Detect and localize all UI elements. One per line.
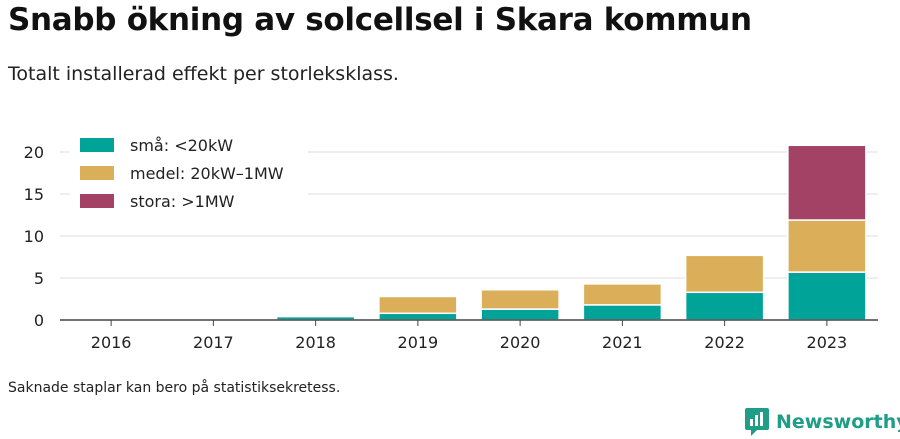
stacked-bar-chart: 0 5 10 15 20 2016 2017 2018 2019 2020 2021 2022 2023… [23,128,878,352]
bar-segment [582,304,663,321]
footnote: Saknade staplar kan bero på statistiksek… [8,380,341,396]
x-tick-label: 2021 [602,333,643,352]
bar-segment [378,312,458,321]
x-tick-label: 2016 [91,333,132,352]
newsworthy-logo-icon [745,408,769,436]
x-tick-label: 2020 [500,333,541,352]
legend-swatch [80,194,114,208]
legend-swatch [80,138,114,152]
bar-segment [582,283,663,306]
bars [275,144,867,321]
bar-segment [684,254,765,294]
chart-subtitle: Totalt installerad effekt per storlekskl… [8,63,399,85]
bar-segment [378,295,458,315]
legend-label: stora: >1MW [130,192,235,211]
x-tick-label: 2022 [704,333,745,352]
bar-segment [480,308,560,321]
y-tick-label: 10 [24,227,44,246]
y-tick-label: 15 [24,185,44,204]
x-tick-label: 2019 [398,333,439,352]
axes: 0 5 10 15 20 2016 2017 2018 2019 2020 2021 2022 2023 [24,143,878,352]
y-tick-label: 0 [34,311,44,330]
bar-segment [684,291,765,321]
legend-label: medel: 20kW–1MW [130,164,284,183]
x-tick-label: 2017 [193,333,234,352]
legend-label: små: <20kW [130,136,233,155]
bar-segment [480,289,560,310]
legend: små: <20kW medel: 20kW–1MW stora: >1MW [70,128,308,218]
legend-swatch [80,166,114,180]
bar-segment [787,144,867,221]
chart-title: Snabb ökning av solcellsel i Skara kommu… [8,2,752,38]
x-tick-label: 2023 [807,333,848,352]
bar-segment [787,271,867,321]
bar-segment [787,219,867,273]
y-tick-label: 5 [34,269,44,288]
brand-logo[interactable]: Newsworthy [744,405,900,439]
brand-name: Newsworthy [776,411,900,433]
y-tick-label: 20 [24,143,44,162]
x-tick-label: 2018 [295,333,336,352]
